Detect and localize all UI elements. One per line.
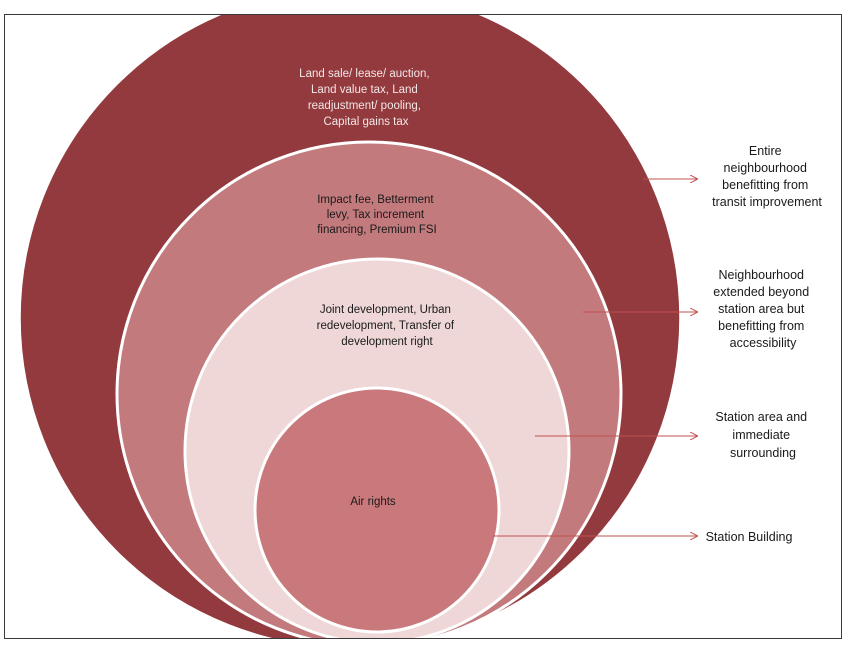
nested-circles-diagram: Land sale/ lease/ auction, Land value ta… [19,15,822,638]
label-station-area: Station area and immediate surrounding [715,410,810,460]
label-station-building: Station Building [706,530,793,544]
ring-outer-text: Land sale/ lease/ auction, Land value ta… [299,68,433,128]
label-entire-neighbourhood: Entire neighbourhood benefitting from tr… [712,144,822,209]
ring-inner [253,386,501,634]
ring-second-text: Impact fee, Betterment levy, Tax increme… [317,194,437,236]
ring-third-text: Joint development, Urban redevelopment, … [317,304,458,348]
label-neighbourhood-extended: Neighbourhood extended beyond station ar… [713,268,812,350]
ring-inner-text: Air rights [350,496,396,508]
diagram-frame: Land sale/ lease/ auction, Land value ta… [4,14,842,639]
